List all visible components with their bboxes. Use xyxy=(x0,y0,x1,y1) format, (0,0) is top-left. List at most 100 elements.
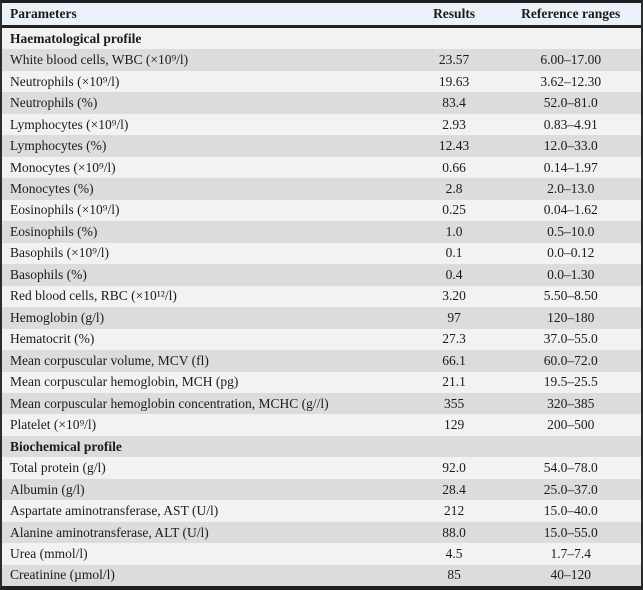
result-cell: 3.20 xyxy=(442,288,466,304)
reference-range-cell: 5.50–8.50 xyxy=(543,288,598,304)
table-row: Aspartate aminotransferase, AST (U/l) 212… xyxy=(2,500,641,522)
result-cell: 85 xyxy=(447,567,461,583)
reference-range-cell: 25.0–37.0 xyxy=(543,481,598,497)
result-cell: 0.25 xyxy=(442,202,466,218)
parameter-cell: Monocytes (×10⁹/l) xyxy=(10,159,116,175)
parameter-cell: Total protein (g/l) xyxy=(10,460,106,476)
table-row: Neutrophils (×10⁹/l) 19.63 3.62–12.30 xyxy=(2,70,641,93)
column-header-parameters: Parameters xyxy=(10,6,77,21)
table-row: Mean corpuscular hemoglobin, MCH (pg) 21.… xyxy=(2,371,641,393)
result-cell: 1.0 xyxy=(445,223,463,239)
result-cell: 97 xyxy=(447,309,461,325)
table-row: Albumin (g/l) 28.4 25.0–37.0 xyxy=(2,478,641,501)
parameter-cell: Alanine aminotransferase, ALT (U/l) xyxy=(10,524,209,540)
result-cell: 2.93 xyxy=(442,116,466,132)
reference-range-cell: 0.0–0.12 xyxy=(547,245,595,261)
reference-range-cell: 60.0–72.0 xyxy=(543,352,598,368)
table-row: Basophils (×10⁹/l) 0.1 0.0–0.12 xyxy=(2,242,641,265)
result-cell: 12.43 xyxy=(438,138,470,154)
parameter-cell: Albumin (g/l) xyxy=(10,481,85,497)
parameter-cell: Aspartate aminotransferase, AST (U/l) xyxy=(10,503,219,519)
parameter-cell: Lymphocytes (%) xyxy=(10,138,107,154)
section-title: Biochemical profile xyxy=(10,438,122,454)
parameter-cell: Hemoglobin (g/l) xyxy=(10,309,105,325)
parameter-cell: Creatinine (µmol/l) xyxy=(10,567,115,583)
parameter-cell: Platelet (×10⁹/l) xyxy=(10,417,97,433)
result-cell: 355 xyxy=(443,395,465,411)
table-row: Hematocrit (%) 27.3 37.0–55.0 xyxy=(2,328,641,351)
parameter-cell: Eosinophils (×10⁹/l) xyxy=(10,202,120,218)
reference-range-cell: 200–500 xyxy=(547,417,595,433)
result-cell: 2.8 xyxy=(445,181,463,197)
result-cell: 83.4 xyxy=(442,95,466,111)
table-row: Urea (mmol/l) 4.5 1.7–7.4 xyxy=(2,543,641,565)
table-row: Neutrophils (%) 83.4 52.0–81.0 xyxy=(2,92,641,114)
parameter-cell: Neutrophils (×10⁹/l) xyxy=(10,73,120,89)
parameter-cell: Mean corpuscular hemoglobin, MCH (pg) xyxy=(10,374,239,390)
reference-range-cell: 40–120 xyxy=(550,567,591,583)
parameter-cell: Neutrophils (%) xyxy=(10,95,98,111)
table-row: Basophils (%) 0.4 0.0–1.30 xyxy=(2,264,641,286)
table-row: Eosinophils (×10⁹/l) 0.25 0.04–1.62 xyxy=(2,199,641,222)
result-cell: 19.63 xyxy=(438,73,470,89)
result-cell: 212 xyxy=(443,503,465,519)
result-cell: 66.1 xyxy=(442,352,466,368)
reference-range-cell: 2.0–13.0 xyxy=(547,181,595,197)
parameter-cell: White blood cells, WBC (×10⁹/l) xyxy=(10,52,189,68)
parameter-cell: Monocytes (%) xyxy=(10,181,94,197)
parameter-cell: Urea (mmol/l) xyxy=(10,545,88,561)
section-title: Haematological profile xyxy=(10,30,142,46)
column-header-reference-ranges: Reference ranges xyxy=(521,6,621,21)
table-row: Creatinine (µmol/l) 85 40–120 xyxy=(2,564,641,587)
result-cell: 92.0 xyxy=(442,460,466,476)
table-row: Monocytes (×10⁹/l) 0.66 0.14–1.97 xyxy=(2,156,641,179)
parameter-cell: Hematocrit (%) xyxy=(10,331,95,347)
table-body: Haematological profile White blood cells,… xyxy=(2,28,641,587)
table-row: Eosinophils (%) 1.0 0.5–10.0 xyxy=(2,221,641,243)
table-row: White blood cells, WBC (×10⁹/l) 23.57 6.00… xyxy=(2,49,641,71)
reference-range-cell: 19.5–25.5 xyxy=(543,374,598,390)
table-row: Red blood cells, RBC (×10¹²/l) 3.20 5.50–8… xyxy=(2,285,641,308)
parameter-cell: Eosinophils (%) xyxy=(10,223,98,239)
table-row: Monocytes (%) 2.8 2.0–13.0 xyxy=(2,178,641,200)
reference-range-cell: 0.83–4.91 xyxy=(543,116,598,132)
reference-range-cell: 15.0–40.0 xyxy=(543,503,598,519)
result-cell: 28.4 xyxy=(442,481,466,497)
reference-range-cell: 1.7–7.4 xyxy=(550,545,591,561)
table-row: Lymphocytes (%) 12.43 12.0–33.0 xyxy=(2,135,641,157)
table-row: Hemoglobin (g/l) 97 120–180 xyxy=(2,307,641,329)
reference-range-cell: 3.62–12.30 xyxy=(540,73,602,89)
reference-range-cell: 12.0–33.0 xyxy=(543,138,598,154)
parameter-cell: Mean corpuscular hemoglobin concentratio… xyxy=(10,395,329,411)
result-cell: 27.3 xyxy=(442,331,466,347)
table-row: Alanine aminotransferase, ALT (U/l) 88.0 1… xyxy=(2,521,641,544)
parameter-cell: Basophils (×10⁹/l) xyxy=(10,245,109,261)
reference-range-cell: 0.5–10.0 xyxy=(547,223,595,239)
reference-range-cell: 54.0–78.0 xyxy=(543,460,598,476)
result-cell: 88.0 xyxy=(442,524,466,540)
reference-range-cell: 0.04–1.62 xyxy=(543,202,598,218)
table-row: Mean corpuscular volume, MCV (fl) 66.1 60.… xyxy=(2,350,641,372)
result-cell: 0.1 xyxy=(445,245,463,261)
table-row: Lymphocytes (×10⁹/l) 2.93 0.83–4.91 xyxy=(2,113,641,136)
result-cell: 21.1 xyxy=(442,374,466,390)
result-cell: 0.66 xyxy=(442,159,466,175)
reference-range-cell: 0.14–1.97 xyxy=(543,159,598,175)
table-header-row: Parameters Results Reference ranges xyxy=(2,3,641,28)
parameter-cell: Mean corpuscular volume, MCV (fl) xyxy=(10,352,209,368)
reference-range-cell: 0.0–1.30 xyxy=(547,266,595,282)
result-cell: 23.57 xyxy=(438,52,470,68)
column-header-results: Results xyxy=(433,6,476,21)
reference-range-cell: 52.0–81.0 xyxy=(543,95,598,111)
section-row: Biochemical profile xyxy=(2,435,641,458)
result-cell: 4.5 xyxy=(445,545,463,561)
parameter-cell: Lymphocytes (×10⁹/l) xyxy=(10,116,129,132)
reference-range-cell: 37.0–55.0 xyxy=(543,331,598,347)
result-cell: 129 xyxy=(443,417,465,433)
reference-range-cell: 320–385 xyxy=(547,395,595,411)
table-row: Total protein (g/l) 92.0 54.0–78.0 xyxy=(2,457,641,479)
table-row: Mean corpuscular hemoglobin concentratio… xyxy=(2,392,641,415)
parameter-cell: Basophils (%) xyxy=(10,266,87,282)
